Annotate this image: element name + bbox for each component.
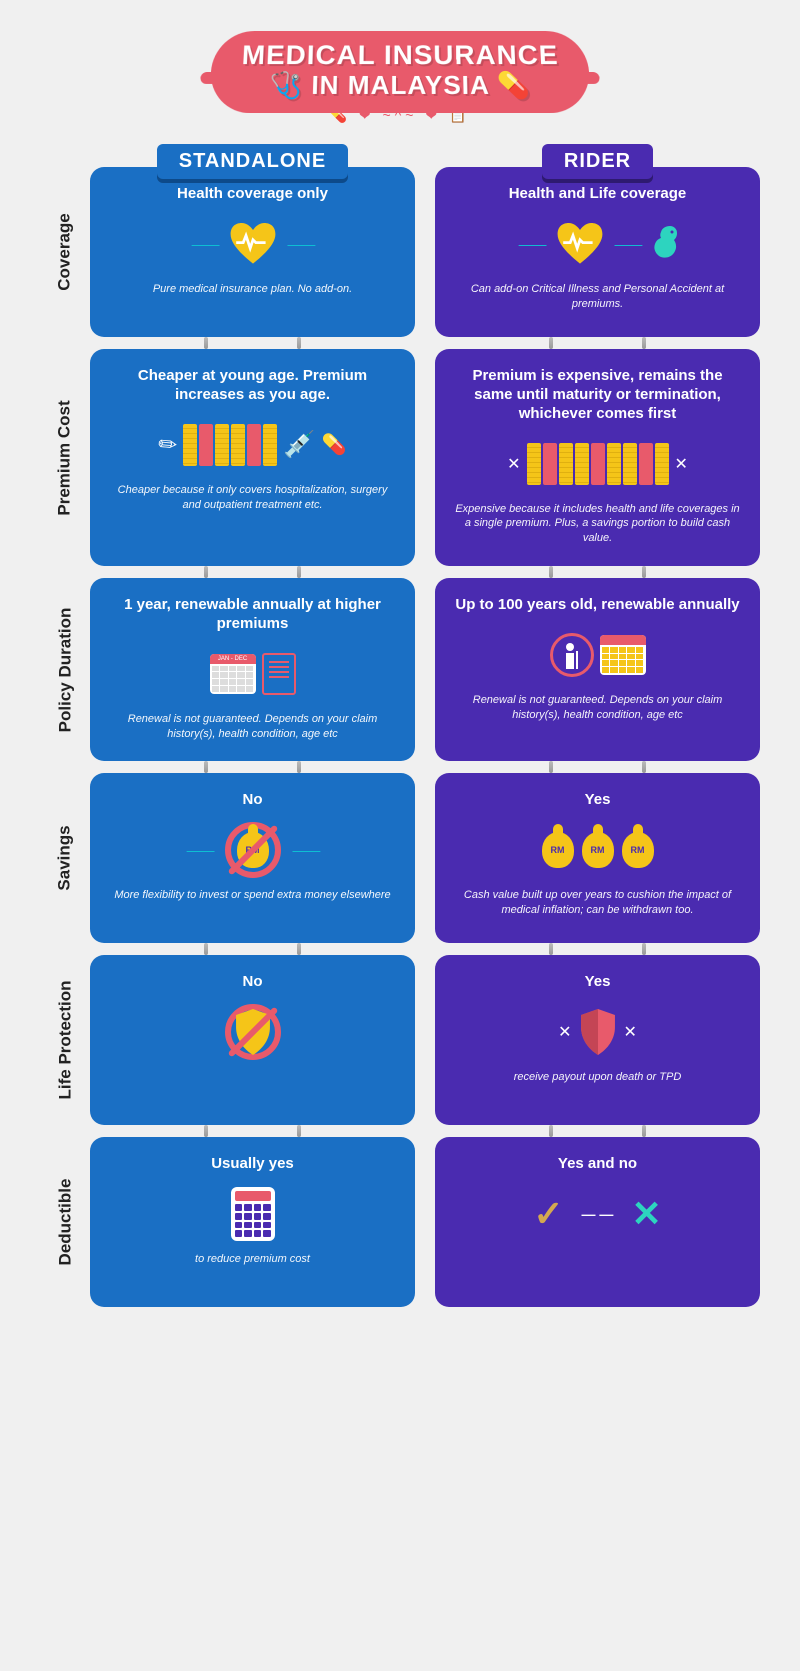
title-line2: 🩺 IN MALAYSIA 💊 — [239, 71, 560, 100]
check-x-icon: ✓ — — ✕ — [533, 1184, 661, 1244]
row-premium-cost: Premium Cost Cheaper at young age. Premi… — [40, 349, 760, 566]
calendar-doc-icon: JAN - DEC — [210, 644, 296, 704]
card-desc: Renewal is not guaranteed. Depends on yo… — [453, 693, 742, 723]
card-standalone-premium: Cheaper at young age. Premium increases … — [90, 349, 415, 566]
title-banner: MEDICAL INSURANCE 🩺 IN MALAYSIA 💊 — [208, 31, 592, 114]
card-desc: Can add-on Critical Illness and Personal… — [453, 282, 742, 312]
row-deductible: Deductible Usually yes to reduce premium… — [40, 1137, 760, 1307]
card-desc: More flexibility to invest or spend extr… — [114, 888, 390, 903]
card-rider-deductible: Yes and no ✓ — — ✕ — [435, 1137, 760, 1307]
card-heading: 1 year, renewable annually at higher pre… — [108, 596, 397, 634]
card-heading: Up to 100 years old, renewable annually — [455, 596, 739, 615]
card-heading: Yes and no — [558, 1155, 637, 1174]
card-heading: Premium is expensive, remains the same u… — [453, 367, 742, 423]
row-label: Savings — [40, 773, 90, 943]
card-rider-life: Yes ✕ ✕ receive payout upon death or TPD — [435, 955, 760, 1125]
card-desc: Cash value built up over years to cushio… — [453, 888, 742, 918]
card-rider-premium: Premium is expensive, remains the same u… — [435, 349, 760, 566]
money-bags-icon: RM RM RM — [542, 820, 654, 880]
row-label: Premium Cost — [40, 349, 90, 566]
fetus-icon — [652, 222, 682, 267]
card-desc: Renewal is not guaranteed. Depends on yo… — [108, 712, 397, 742]
elderly-icon — [550, 633, 594, 677]
column-header-standalone: STANDALONE — [90, 144, 415, 179]
card-desc: Pure medical insurance plan. No add-on. — [153, 282, 352, 297]
person-calendar-icon — [550, 625, 646, 685]
card-rider-duration: Up to 100 years old, renewable annually … — [435, 578, 760, 761]
card-heading: Cheaper at young age. Premium increases … — [108, 367, 397, 405]
heart-icon: — — — — — [186, 214, 320, 274]
title-line1: MEDICAL INSURANCE — [241, 41, 559, 71]
card-standalone-savings: No — — RM — — More flexibility to invest… — [90, 773, 415, 943]
card-heading: No — [243, 973, 263, 992]
money-medical-icon: ✎ 💉💊 — [159, 415, 347, 475]
row-label: Deductible — [40, 1137, 90, 1307]
card-heading: Yes — [585, 973, 611, 992]
card-standalone-coverage: Health coverage only — — — — Pure medica… — [90, 167, 415, 337]
card-desc: to reduce premium cost — [195, 1252, 310, 1267]
card-desc: Expensive because it includes health and… — [453, 502, 742, 547]
row-life-protection: Life Protection No Yes ✕ ✕ — [40, 955, 760, 1125]
no-shield-icon — [225, 1002, 281, 1062]
shield-icon: ✕ ✕ — [558, 1002, 637, 1062]
card-heading: Health coverage only — [177, 185, 328, 204]
card-desc: Cheaper because it only covers hospitali… — [108, 483, 397, 513]
row-coverage: Coverage Health coverage only — — — — Pu… — [40, 167, 760, 337]
row-label: Coverage — [40, 167, 90, 337]
document-icon — [262, 653, 296, 695]
row-label: Life Protection — [40, 955, 90, 1125]
card-heading: No — [243, 791, 263, 810]
card-standalone-life: No — [90, 955, 415, 1125]
card-rider-coverage: Health and Life coverage — — — — Can add… — [435, 167, 760, 337]
row-policy-duration: Policy Duration 1 year, renewable annual… — [40, 578, 760, 761]
no-money-icon: — — RM — — — [181, 820, 325, 880]
card-rider-savings: Yes RM RM RM Cash value built up over ye… — [435, 773, 760, 943]
row-label: Policy Duration — [40, 578, 90, 761]
column-headers: STANDALONE RIDER — [90, 144, 760, 179]
card-standalone-duration: 1 year, renewable annually at higher pre… — [90, 578, 415, 761]
card-heading: Usually yes — [211, 1155, 294, 1174]
heart-life-icon: — — — — — [513, 214, 683, 274]
row-savings: Savings No — — RM — — More flexibility t… — [40, 773, 760, 943]
card-standalone-deductible: Usually yes to reduce premium cost — [90, 1137, 415, 1307]
card-desc: receive payout upon death or TPD — [514, 1070, 682, 1085]
calculator-icon — [231, 1184, 275, 1244]
money-stacks-icon: ✕ ✕ — [507, 434, 688, 494]
card-heading: Health and Life coverage — [509, 185, 687, 204]
comparison-rows: Coverage Health coverage only — — — — Pu… — [40, 167, 760, 1307]
header: MEDICAL INSURANCE 🩺 IN MALAYSIA 💊 💊 ❤ ~^… — [40, 30, 760, 124]
card-heading: Yes — [585, 791, 611, 810]
column-header-rider: RIDER — [435, 144, 760, 179]
